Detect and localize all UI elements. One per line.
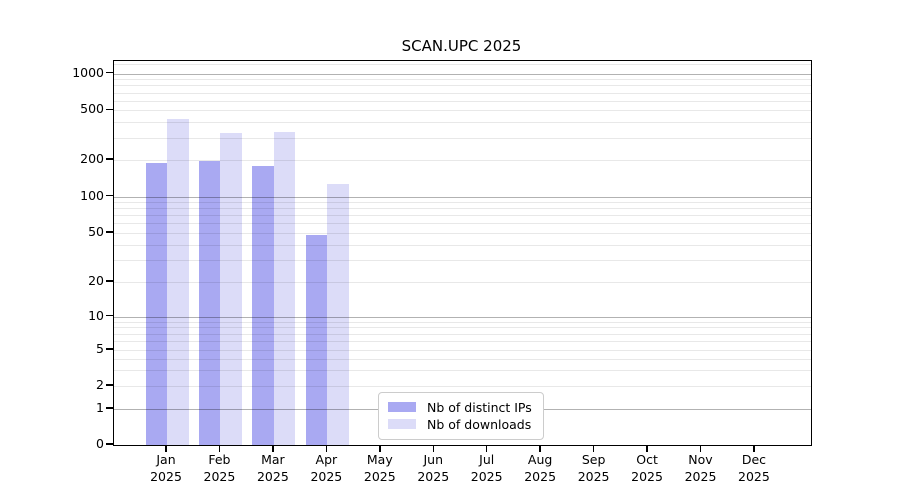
y-tick-label: 1000 [72,64,104,80]
legend-label-downloads: Nb of downloads [427,416,532,432]
x-tick-label-aug: Aug 2025 [524,452,557,484]
bar-distinct-ips-mar [252,165,274,445]
minor-gridline [114,321,811,323]
y-tick-mark [106,314,113,317]
x-tick-label-nov: Nov 2025 [684,452,717,484]
minor-gridline [114,208,811,210]
bar-distinct-ips-jan [145,162,167,445]
x-tick-label-jun: Jun 2025 [417,452,450,484]
x-tick-mark [432,445,434,452]
x-tick-label-oct: Oct 2025 [631,452,663,484]
x-tick-mark [539,445,541,452]
y-tick-label: 20 [88,273,104,288]
minor-gridline [114,333,811,335]
y-tick-label: 100 [80,187,104,203]
y-tick-mark [106,348,113,350]
minor-gridline [114,386,811,387]
minor-gridline [114,327,811,329]
x-tick-label-feb: Feb 2025 [203,452,236,484]
bar-downloads-apr [327,183,349,445]
y-tick-mark [106,407,113,409]
y-tick-mark [106,71,113,74]
minor-gridline [114,282,811,283]
bar-downloads-feb [220,132,242,445]
minor-gridline [114,64,811,66]
x-tick-mark [165,445,167,452]
bar-distinct-ips-apr [305,235,328,445]
major-gridline [114,316,811,318]
minor-gridline [114,341,811,343]
x-tick-mark [218,445,221,452]
x-tick-label-may: May 2025 [363,452,396,484]
y-tick-label: 500 [80,101,104,117]
y-tick-label: 1 [96,400,104,415]
minor-gridline [114,85,811,87]
x-tick-mark [485,445,488,452]
y-tick-label: 0 [96,436,104,451]
y-tick-mark [106,443,113,445]
x-tick-mark [379,445,381,452]
minor-gridline [114,110,811,112]
x-tick-label-dec: Dec 2025 [738,452,770,484]
legend-item-downloads: Nb of downloads [388,416,534,432]
minor-gridline [114,358,811,360]
minor-gridline [114,138,811,139]
minor-gridline [114,160,811,161]
minor-gridline [114,122,811,124]
x-tick-label-apr: Apr 2025 [310,452,343,484]
bar-distinct-ips-feb [198,161,221,445]
x-tick-label-sep: Sep 2025 [577,452,610,484]
y-tick-mark [106,158,113,160]
x-tick-mark [325,445,328,452]
y-tick-label: 50 [88,224,104,239]
x-tick-mark [699,445,702,452]
minor-gridline [114,215,811,217]
y-tick-label: 5 [96,341,104,356]
y-tick-mark [106,108,113,111]
x-tick-label-jan: Jan 2025 [150,452,182,484]
minor-gridline [114,100,811,102]
minor-gridline [114,233,811,234]
legend-swatch-downloads-icon [388,419,416,429]
plot-area [113,60,812,446]
minor-gridline [114,223,811,225]
x-tick-mark [753,445,755,452]
minor-gridline [114,79,811,81]
bar-downloads-jan [167,119,189,445]
y-tick-label: 200 [80,151,104,166]
minor-gridline [114,370,811,372]
minor-gridline [114,244,811,246]
y-tick-label: 2 [96,377,104,392]
x-tick-label-jul: Jul 2025 [470,452,503,484]
major-gridline [114,196,811,198]
y-tick-label: 10 [88,307,104,323]
minor-gridline [114,92,811,94]
y-tick-mark [106,384,113,386]
bar-downloads-mar [273,132,296,445]
minor-gridline [114,260,811,262]
legend: Nb of distinct IPs Nb of downloads [378,392,544,440]
x-tick-mark [646,445,648,452]
y-tick-mark [106,280,113,282]
major-gridline [114,73,811,75]
x-tick-mark [592,445,595,452]
minor-gridline [114,350,811,351]
legend-swatch-distinct-ips-icon [388,402,416,412]
legend-label-distinct-ips: Nb of distinct IPs [427,399,532,415]
y-tick-mark [106,231,113,233]
x-tick-mark [272,445,274,452]
minor-gridline [114,202,811,204]
x-tick-label-mar: Mar 2025 [256,452,289,484]
chart-title: SCAN.UPC 2025 [401,37,522,55]
legend-item-distinct-ips: Nb of distinct IPs [388,399,534,415]
y-tick-mark [106,194,113,197]
